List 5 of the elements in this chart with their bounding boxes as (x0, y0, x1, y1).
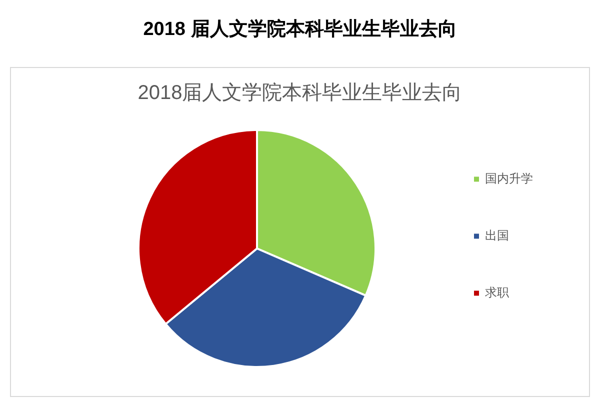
chart-subtitle: 2018届人文学院本科毕业生毕业去向 (136, 81, 464, 105)
legend-label: 出国 (485, 228, 509, 243)
chart-title: 2018 届人文学院本科毕业生毕业去向 (142, 18, 458, 42)
legend-label: 求职 (485, 286, 509, 300)
legend-label: 国内升学 (485, 172, 533, 186)
